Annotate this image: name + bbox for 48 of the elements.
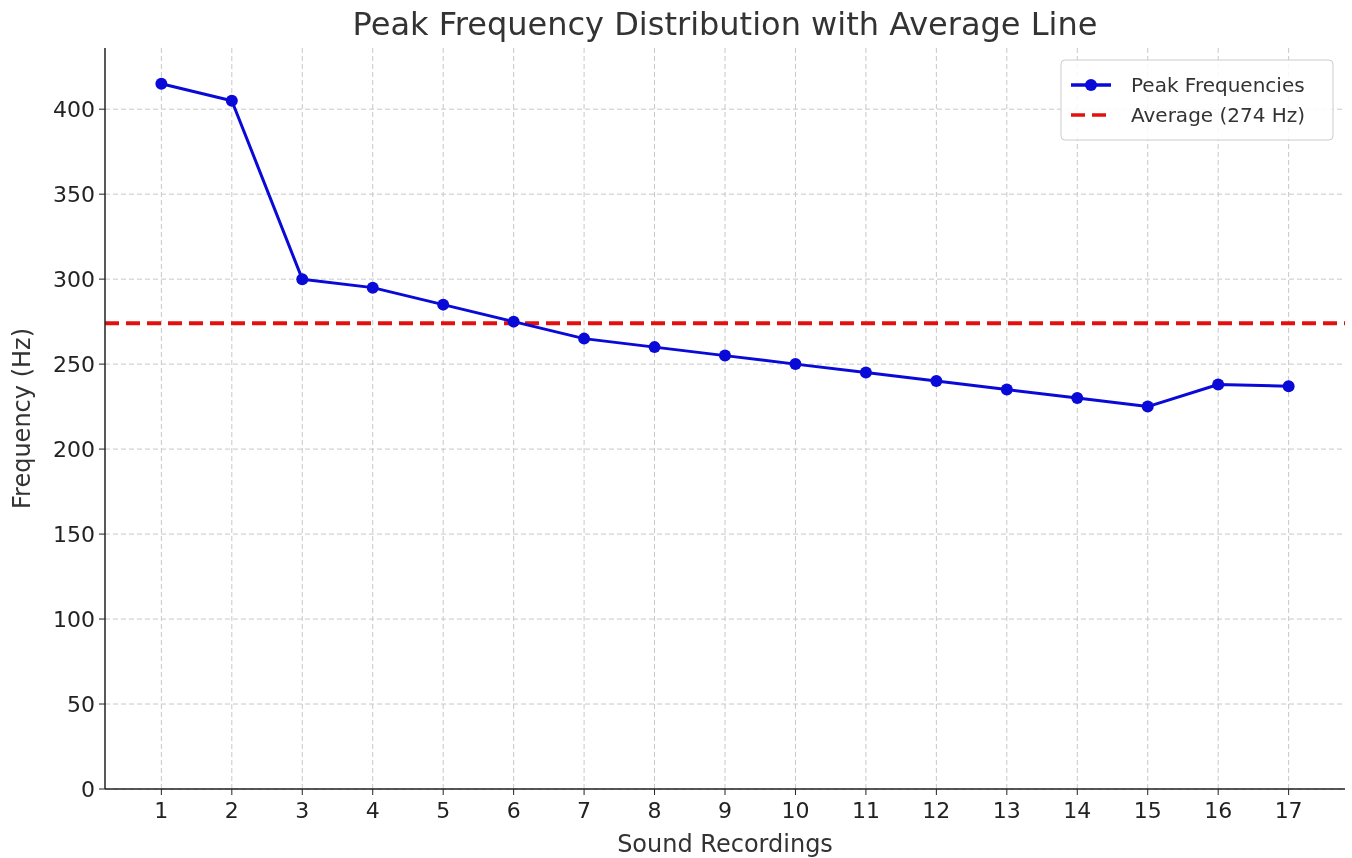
y-tick-label: 400 <box>53 97 95 123</box>
x-tick-label: 2 <box>224 798 239 823</box>
point <box>578 332 591 345</box>
point <box>366 281 379 294</box>
x-tick-label: 14 <box>1063 798 1092 823</box>
point <box>930 375 943 388</box>
x-tick-label: 13 <box>992 798 1021 823</box>
point <box>648 341 661 354</box>
x-tick-label: 10 <box>781 798 810 823</box>
point <box>719 349 731 362</box>
point <box>1071 392 1084 405</box>
legend-label: Average (274 Hz) <box>1131 103 1306 127</box>
point <box>437 298 450 311</box>
x-tick-label: 7 <box>577 798 592 823</box>
point <box>155 77 168 90</box>
point <box>859 366 872 379</box>
y-tick-label: 250 <box>53 352 95 378</box>
x-tick-label: 1 <box>154 798 169 823</box>
point <box>1282 380 1295 393</box>
y-tick-label: 150 <box>53 522 95 548</box>
point <box>507 315 520 328</box>
legend-label: Peak Frequencies <box>1131 73 1305 97</box>
point <box>1212 378 1225 391</box>
y-tick-label: 0 <box>81 777 95 802</box>
point <box>296 273 309 286</box>
x-tick-label: 3 <box>295 798 310 823</box>
y-tick-label: 50 <box>67 692 95 718</box>
point <box>225 94 238 107</box>
x-tick-label: 16 <box>1204 798 1233 823</box>
point <box>1000 383 1013 396</box>
x-tick-label: 6 <box>506 798 521 823</box>
chart-title: Peak Frequency Distribution with Average Line <box>352 5 1098 43</box>
x-tick-label: 5 <box>436 798 451 823</box>
x-tick-label: 4 <box>365 798 380 823</box>
x-tick-label: 9 <box>718 798 732 823</box>
x-axis-title: Sound Recordings <box>617 830 833 858</box>
y-tick-label: 200 <box>53 437 95 463</box>
x-tick-label: 8 <box>647 798 662 823</box>
point <box>789 358 802 371</box>
y-tick-label: 350 <box>53 182 95 208</box>
point <box>1141 400 1154 413</box>
x-tick-label: 15 <box>1133 798 1162 823</box>
x-tick-label: 11 <box>851 798 880 823</box>
x-tick-label: 12 <box>922 798 951 823</box>
y-tick-label: 100 <box>53 607 95 633</box>
y-tick-label: 300 <box>53 267 95 293</box>
x-tick-label: 17 <box>1274 798 1303 823</box>
y-axis-title: Frequency (Hz) <box>8 328 36 509</box>
